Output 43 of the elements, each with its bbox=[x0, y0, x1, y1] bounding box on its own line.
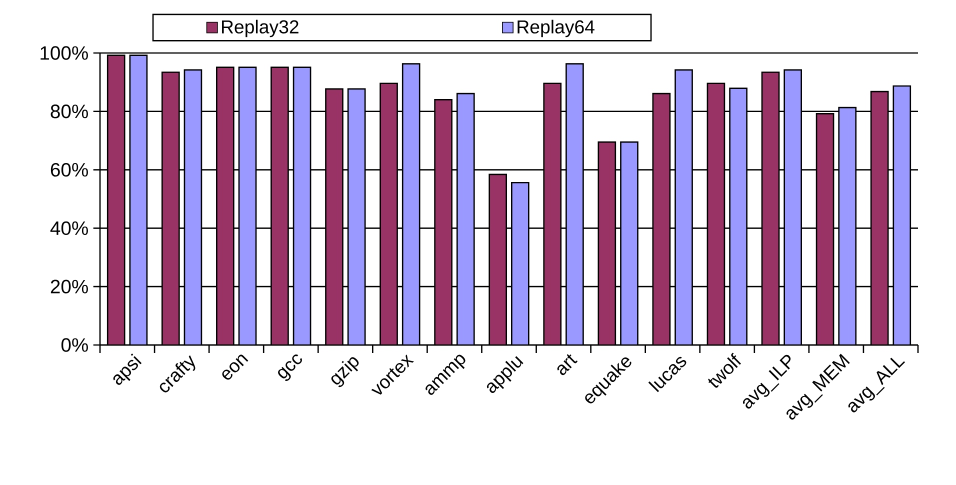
bar bbox=[129, 54, 148, 345]
bar bbox=[511, 182, 530, 345]
bar bbox=[566, 63, 584, 345]
bar bbox=[488, 174, 508, 345]
bar bbox=[270, 66, 289, 345]
y-tick-label: 0% bbox=[61, 338, 88, 352]
bar bbox=[784, 69, 802, 345]
x-tick-label: gcc bbox=[278, 354, 302, 381]
bar bbox=[598, 141, 616, 345]
bar bbox=[456, 92, 475, 345]
bar bbox=[761, 72, 780, 345]
y-tick-label: 20% bbox=[50, 280, 88, 294]
bar bbox=[892, 85, 912, 345]
bar bbox=[402, 63, 420, 345]
bar bbox=[729, 88, 748, 345]
bar bbox=[706, 82, 726, 345]
x-tick-label: apsi bbox=[113, 354, 142, 385]
bar bbox=[838, 106, 857, 345]
y-tick-label: 100% bbox=[40, 46, 88, 60]
bar bbox=[292, 66, 312, 345]
bar bbox=[106, 54, 126, 345]
bar bbox=[216, 66, 234, 345]
bar bbox=[161, 72, 180, 345]
y-tick-label: 60% bbox=[50, 162, 88, 177]
legend-label: Replay32 bbox=[222, 20, 298, 38]
bar bbox=[674, 69, 693, 345]
bar bbox=[325, 88, 344, 345]
x-tick-label: gzip bbox=[331, 357, 359, 388]
x-tick-label: eon bbox=[222, 354, 248, 380]
y-tick-label: 40% bbox=[50, 221, 88, 236]
bar bbox=[347, 88, 366, 345]
bar bbox=[238, 66, 257, 345]
legend-label: Replay64 bbox=[518, 20, 594, 38]
y-tick-label: 80% bbox=[50, 104, 88, 118]
bar bbox=[184, 69, 202, 345]
bar bbox=[652, 92, 671, 345]
bar bbox=[816, 113, 834, 345]
bar bbox=[434, 99, 452, 345]
bar bbox=[543, 82, 562, 345]
bar bbox=[870, 90, 889, 345]
x-tick-label: art bbox=[557, 354, 578, 376]
bar bbox=[620, 141, 638, 345]
bar bbox=[380, 82, 398, 345]
